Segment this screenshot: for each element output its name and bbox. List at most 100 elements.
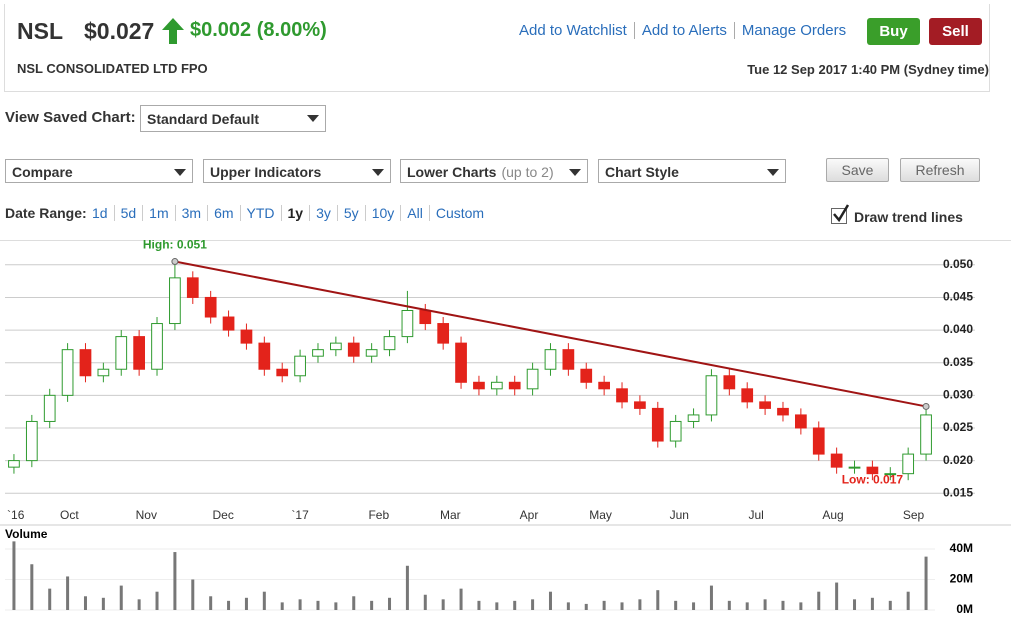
volume-bar	[405, 565, 409, 610]
x-tick-label: Nov	[136, 508, 157, 522]
candle-body	[830, 453, 843, 468]
range-link[interactable]: Custom	[428, 205, 490, 221]
x-tick-label: Jul	[748, 508, 763, 522]
candle-body	[258, 342, 271, 370]
candle-body	[598, 381, 610, 390]
candle-body	[294, 355, 306, 377]
candle-body	[741, 388, 754, 403]
candle-body	[133, 336, 145, 370]
volume-bar	[459, 588, 463, 610]
candle-body	[490, 381, 503, 390]
range-link[interactable]: 5y	[336, 205, 365, 221]
select[interactable]: Upper Indicators	[203, 159, 391, 183]
volume-bar	[566, 602, 570, 610]
volume-bar	[763, 599, 767, 610]
company: NSL CONSOLIDATED LTD FPO	[17, 61, 208, 76]
range-link[interactable]: 3y	[309, 205, 337, 221]
volume-bar	[602, 600, 606, 610]
candle-body	[61, 349, 74, 396]
candle-body	[312, 349, 324, 357]
candle-body	[526, 368, 539, 390]
saved-select[interactable]: Standard Default	[140, 105, 326, 132]
sell-button[interactable]: Sell	[929, 18, 982, 45]
save-button[interactable]: Save	[826, 158, 889, 182]
candle-body	[347, 342, 360, 357]
header-box	[4, 4, 990, 92]
candle-body	[437, 323, 450, 344]
range-link[interactable]: 1d	[92, 205, 108, 221]
candle-body	[902, 453, 915, 475]
volume-bar	[853, 599, 857, 610]
volume-bar	[817, 591, 821, 610]
y-tick-label: 20M	[950, 572, 973, 586]
range-link[interactable]: 1m	[142, 205, 174, 221]
candle-body	[419, 309, 432, 325]
range-link[interactable]: 3m	[174, 205, 207, 221]
x-tick-label: Jun	[670, 508, 689, 522]
y-tick-label: 0.015	[943, 485, 973, 499]
refresh-button[interactable]: Refresh	[900, 158, 980, 182]
select[interactable]: Lower Charts (up to 2)	[400, 159, 588, 183]
checkbox[interactable]	[831, 204, 850, 224]
x-tick-label: Oct	[60, 508, 79, 522]
panel-title: Volume	[5, 527, 48, 541]
range-link[interactable]: 1y	[280, 205, 310, 221]
volume-bar	[513, 600, 517, 610]
volume-bar	[388, 597, 392, 610]
candle-body	[8, 460, 20, 468]
select[interactable]: Chart Style	[598, 159, 786, 183]
select-text: Upper Indicators	[210, 164, 322, 180]
ranges: 1d 5d 1m 3m 6m YTD 1y 3y 5y 10y All Custom	[86, 205, 490, 221]
candle-body	[240, 329, 253, 344]
volume-bar	[924, 556, 928, 610]
volume-bar	[709, 585, 713, 610]
x-tick-label: May	[589, 508, 612, 522]
volume-bar	[692, 602, 696, 610]
date-range-label: Date Range:	[5, 205, 87, 221]
volume-bar	[441, 599, 445, 610]
range-link[interactable]: All	[400, 205, 429, 221]
volume-bar	[745, 602, 749, 610]
volume-bar	[781, 600, 785, 610]
candle-body	[848, 466, 861, 469]
link[interactable]: Manage Orders	[733, 22, 853, 39]
candle-body	[544, 349, 557, 370]
x-tick-label: Feb	[368, 508, 389, 522]
candle-body	[25, 420, 38, 462]
candle-body	[866, 466, 879, 475]
volume-bar	[209, 596, 213, 610]
volume-bar	[119, 585, 123, 610]
volume-bar	[423, 594, 427, 610]
x-tick-label: Sep	[903, 508, 925, 522]
y-tick-label: 0.050	[943, 257, 973, 271]
buy-button[interactable]: Buy	[867, 18, 920, 45]
select-text: Lower Charts	[407, 164, 497, 180]
link[interactable]: Add to Watchlist	[519, 22, 627, 39]
x-tick-label: Aug	[822, 508, 843, 522]
select[interactable]: Compare	[5, 159, 193, 183]
range-link[interactable]: YTD	[239, 205, 281, 221]
trend-lines-label: Draw trend lines	[854, 209, 963, 225]
trend-point	[922, 402, 930, 410]
price: $0.027	[84, 18, 155, 44]
candle-body	[705, 375, 718, 416]
x-tick-label: `16	[7, 508, 25, 522]
volume-bar	[548, 591, 552, 610]
y-tick-label: 0.025	[943, 420, 973, 434]
volume-bar	[888, 600, 892, 610]
volume-bar	[316, 600, 320, 610]
y-tick-label: 0M	[956, 602, 973, 616]
range-link[interactable]: 5d	[113, 205, 143, 221]
volume-bar	[531, 599, 535, 610]
link[interactable]: Add to Alerts	[633, 22, 734, 39]
volume-bar	[173, 552, 177, 610]
range-link[interactable]: 10y	[364, 205, 401, 221]
range-link[interactable]: 6m	[207, 205, 239, 221]
y-tick-label: 0.045	[943, 290, 973, 304]
change: $0.002 (8.00%)	[190, 19, 327, 41]
volume-bar	[477, 600, 481, 610]
volume-bar	[906, 591, 910, 610]
candle-body	[920, 414, 932, 455]
volume-bar	[48, 588, 52, 610]
